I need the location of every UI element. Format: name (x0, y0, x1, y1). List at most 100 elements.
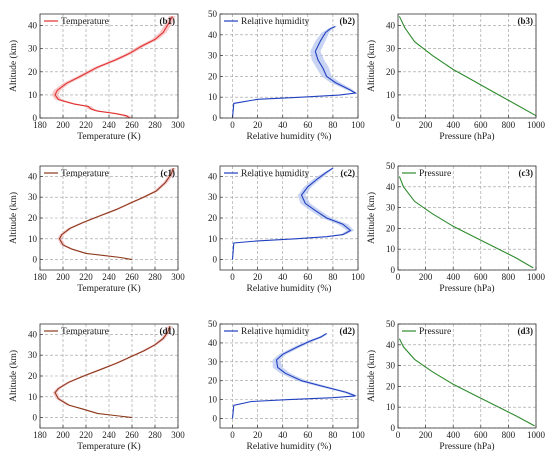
x-tick-label: 0 (230, 272, 235, 282)
y-tick-label: 20 (208, 71, 218, 81)
y-tick-label: 20 (28, 213, 38, 223)
y-tick-label: 30 (208, 192, 218, 202)
legend-label: Relative humidity (241, 17, 310, 27)
x-tick-label: 300 (171, 430, 185, 440)
y-tick-label: 40 (386, 340, 396, 350)
x-tick-label: 400 (446, 120, 460, 130)
x-axis-label: Pressure (hPa) (439, 283, 494, 294)
y-tick-label: 10 (208, 234, 218, 244)
y-tick-label: 40 (28, 171, 38, 181)
x-tick-label: 280 (148, 120, 162, 130)
plot-frame (397, 13, 537, 119)
y-tick-label: 0 (33, 413, 38, 423)
x-tick-label: 40 (278, 430, 288, 440)
x-tick-label: 200 (419, 430, 433, 440)
x-axis-label: Temperature (K) (77, 283, 140, 294)
x-tick-label: 180 (33, 272, 47, 282)
y-tick-label: 10 (28, 90, 38, 100)
y-tick-label: 30 (386, 203, 396, 213)
x-axis-label: Relative humidity (%) (247, 441, 332, 452)
plot-frame (397, 165, 537, 271)
panel-label: (c1) (161, 168, 176, 178)
x-tick-label: 60 (303, 272, 313, 282)
y-tick-label: 30 (28, 192, 38, 202)
y-tick-label: 20 (386, 223, 396, 233)
x-tick-label: 0 (230, 120, 235, 130)
x-tick-label: 400 (446, 430, 460, 440)
y-tick-label: 30 (208, 357, 218, 367)
y-tick-label: 10 (28, 392, 38, 402)
legend-label: Pressure (419, 169, 451, 179)
x-tick-label: 20 (253, 430, 263, 440)
x-tick-label: 220 (79, 272, 93, 282)
y-tick-label: 30 (28, 44, 38, 54)
x-tick-label: 800 (502, 430, 516, 440)
y-tick-label: 10 (208, 395, 218, 405)
x-axis-label: Pressure (hPa) (439, 441, 494, 452)
y-tick-label: 0 (213, 113, 218, 123)
uncertainty-band (232, 168, 355, 260)
x-tick-label: 280 (148, 272, 162, 282)
y-tick-label: 40 (28, 329, 38, 339)
series-line (398, 338, 535, 427)
x-tick-label: 20 (253, 120, 263, 130)
x-tick-label: 40 (278, 120, 288, 130)
x-tick-label: 20 (253, 272, 263, 282)
y-tick-label: 0 (213, 255, 218, 265)
panel-c1: 180 200 220 240 260 280 300 0 10 20 30 40 Temperatur… (8, 165, 185, 294)
y-tick-label: 50 (208, 9, 218, 19)
y-tick-label: 50 (208, 319, 218, 329)
x-tick-label: 80 (328, 120, 338, 130)
uncertainty-band (232, 333, 358, 419)
x-tick-label: 200 (56, 272, 70, 282)
x-tick-label: 260 (125, 430, 139, 440)
x-tick-label: 100 (351, 120, 365, 130)
x-tick-label: 600 (474, 120, 488, 130)
x-tick-label: 240 (102, 120, 116, 130)
series-line (58, 167, 174, 261)
panel-d1: 180 200 220 240 260 280 300 0 10 20 30 40 Temperatur… (8, 323, 185, 452)
y-tick-label: 30 (208, 51, 218, 61)
panel-d2: 0 20 40 60 80 100 0 10 20 30 40 50 Relative humidity… (208, 319, 365, 452)
y-tick-label: 40 (208, 338, 218, 348)
plot-frame (397, 323, 537, 429)
x-tick-label: 80 (328, 430, 338, 440)
series-line (231, 333, 356, 419)
y-tick-label: 10 (386, 402, 396, 412)
x-tick-label: 80 (328, 272, 338, 282)
panel-label: (b1) (160, 16, 176, 26)
panel-b2: 0 20 40 60 80 100 0 10 20 30 40 50 Relative humidity… (208, 9, 365, 142)
x-tick-label: 280 (148, 430, 162, 440)
y-tick-label: 0 (33, 113, 38, 123)
series-line (398, 16, 537, 117)
y-tick-label: 10 (386, 244, 396, 254)
x-tick-label: 260 (125, 272, 139, 282)
plot-frame (219, 13, 359, 119)
x-tick-label: 200 (56, 430, 70, 440)
plot-frame (219, 323, 359, 429)
x-tick-label: 60 (303, 430, 313, 440)
y-axis-label: Altitude (km) (366, 40, 377, 92)
y-tick-label: 20 (386, 381, 396, 391)
x-tick-label: 40 (278, 272, 288, 282)
x-tick-label: 800 (502, 120, 516, 130)
x-tick-label: 600 (474, 272, 488, 282)
legend-label: Relative humidity (241, 327, 310, 337)
y-tick-label: 40 (386, 182, 396, 192)
x-tick-label: 600 (474, 430, 488, 440)
panel-label: (d1) (160, 326, 176, 336)
x-tick-label: 260 (125, 120, 139, 130)
y-tick-label: 20 (28, 67, 38, 77)
x-tick-label: 100 (351, 272, 365, 282)
x-tick-label: 0 (396, 430, 401, 440)
x-tick-label: 180 (33, 120, 47, 130)
x-axis-label: Pressure (hPa) (439, 131, 494, 142)
y-tick-label: 40 (28, 21, 38, 31)
y-axis-label: Altitude (km) (8, 192, 19, 244)
y-tick-label: 50 (386, 161, 396, 171)
x-tick-label: 200 (419, 120, 433, 130)
panel-label: (c2) (341, 168, 356, 178)
uncertainty-band (232, 26, 357, 118)
x-tick-label: 1000 (527, 430, 546, 440)
legend-label: Temperature (61, 17, 109, 27)
